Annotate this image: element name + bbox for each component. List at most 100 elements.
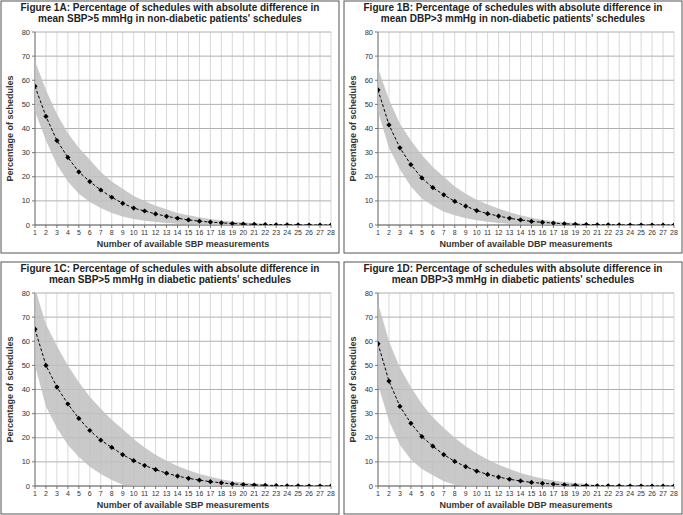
x-tick-label: 26 <box>305 229 313 236</box>
marker <box>164 214 169 219</box>
x-grid <box>509 32 510 225</box>
marker <box>120 452 125 457</box>
y-grid <box>35 293 331 294</box>
y-tick-label: 40 <box>365 124 373 133</box>
y-tick <box>375 317 378 318</box>
y-tick-label: 60 <box>22 76 30 85</box>
x-grid <box>608 32 609 225</box>
marker <box>529 480 534 485</box>
x-tick <box>155 225 156 228</box>
y-tick-label: 60 <box>22 337 30 346</box>
x-grid <box>155 32 156 225</box>
y-tick <box>32 341 35 342</box>
x-tick <box>221 486 222 489</box>
y-tick-label: 20 <box>365 433 373 442</box>
title: Figure 1C: Percentage of schedules with … <box>21 263 320 274</box>
y-tick <box>32 32 35 33</box>
y-tick <box>32 413 35 414</box>
x-grid <box>254 32 255 225</box>
x-tick <box>254 486 255 489</box>
y-tick-label: 0 <box>26 482 30 491</box>
panel-frame <box>344 1 682 253</box>
x-tick <box>133 225 134 228</box>
title: mean DBP>3 mmHg in diabetic patients' sc… <box>392 274 635 285</box>
marker <box>386 378 391 383</box>
plot-area <box>35 293 331 486</box>
marker <box>175 216 180 221</box>
x-tick-label: 9 <box>121 490 125 497</box>
y-tick-label: 20 <box>365 172 373 181</box>
x-tick-label: 28 <box>670 490 678 497</box>
x-grid <box>531 32 532 225</box>
x-grid <box>476 32 477 225</box>
marker <box>285 483 290 486</box>
y-grid <box>35 32 331 33</box>
y-tick <box>375 413 378 414</box>
marker <box>285 222 290 225</box>
x-tick-label: 11 <box>484 490 491 497</box>
y-tick <box>32 176 35 177</box>
x-tick-label: 8 <box>453 490 457 497</box>
marker <box>76 169 81 174</box>
x-grid <box>498 32 499 225</box>
x-tick-label: 14 <box>517 229 525 236</box>
x-tick-label: 12 <box>495 229 503 236</box>
x-tick <box>454 225 455 228</box>
x-tick <box>586 486 587 489</box>
y-grid <box>35 80 331 81</box>
y-grid <box>378 341 674 342</box>
x-tick-label: 16 <box>539 490 547 497</box>
x-grid <box>210 32 211 225</box>
marker <box>660 483 665 486</box>
x-grid <box>177 32 178 225</box>
marker <box>419 434 424 439</box>
x-tick <box>388 486 389 489</box>
x-grid <box>320 32 321 225</box>
marker <box>153 467 158 472</box>
marker <box>120 201 125 206</box>
y-axis <box>378 32 379 225</box>
marker <box>252 222 257 225</box>
x-grid <box>78 32 79 225</box>
x-tick-label: 2 <box>44 490 48 497</box>
marker <box>419 175 424 180</box>
y-tick-label: 10 <box>365 196 373 205</box>
x-tick <box>410 486 411 489</box>
x-tick-label: 27 <box>659 229 667 236</box>
x-tick-label: 9 <box>464 490 468 497</box>
x-grid <box>298 293 299 486</box>
x-tick <box>177 486 178 489</box>
x-tick <box>56 225 57 228</box>
x-tick-label: 6 <box>431 490 435 497</box>
x-tick-label: 1 <box>376 229 380 236</box>
y-tick-label: 50 <box>22 361 30 370</box>
x-tick-label: 3 <box>398 229 402 236</box>
x-grid <box>410 32 411 225</box>
x-tick <box>177 225 178 228</box>
title: mean DBP>3 mmHg in non-diabetic patients… <box>381 13 646 24</box>
y-tick <box>32 293 35 294</box>
x-tick <box>45 486 46 489</box>
x-tick-label: 5 <box>420 229 424 236</box>
y-grid <box>378 293 674 294</box>
x-grid <box>663 293 664 486</box>
marker <box>296 222 301 225</box>
x-grid <box>331 293 332 486</box>
x-tick-label: 4 <box>66 229 70 236</box>
marker <box>551 481 556 486</box>
x-tick <box>35 225 36 228</box>
marker <box>562 221 567 225</box>
marker <box>496 213 501 218</box>
x-grid <box>166 32 167 225</box>
x-grid <box>287 293 288 486</box>
x-tick-label: 23 <box>272 229 280 236</box>
x-tick-label: 19 <box>228 229 236 236</box>
x-grid <box>630 32 631 225</box>
x-tick <box>421 486 422 489</box>
marker <box>378 341 381 346</box>
marker <box>252 482 257 486</box>
x-tick <box>331 225 332 228</box>
x-tick-label: 7 <box>99 490 103 497</box>
x-tick <box>597 225 598 228</box>
x-tick <box>309 486 310 489</box>
